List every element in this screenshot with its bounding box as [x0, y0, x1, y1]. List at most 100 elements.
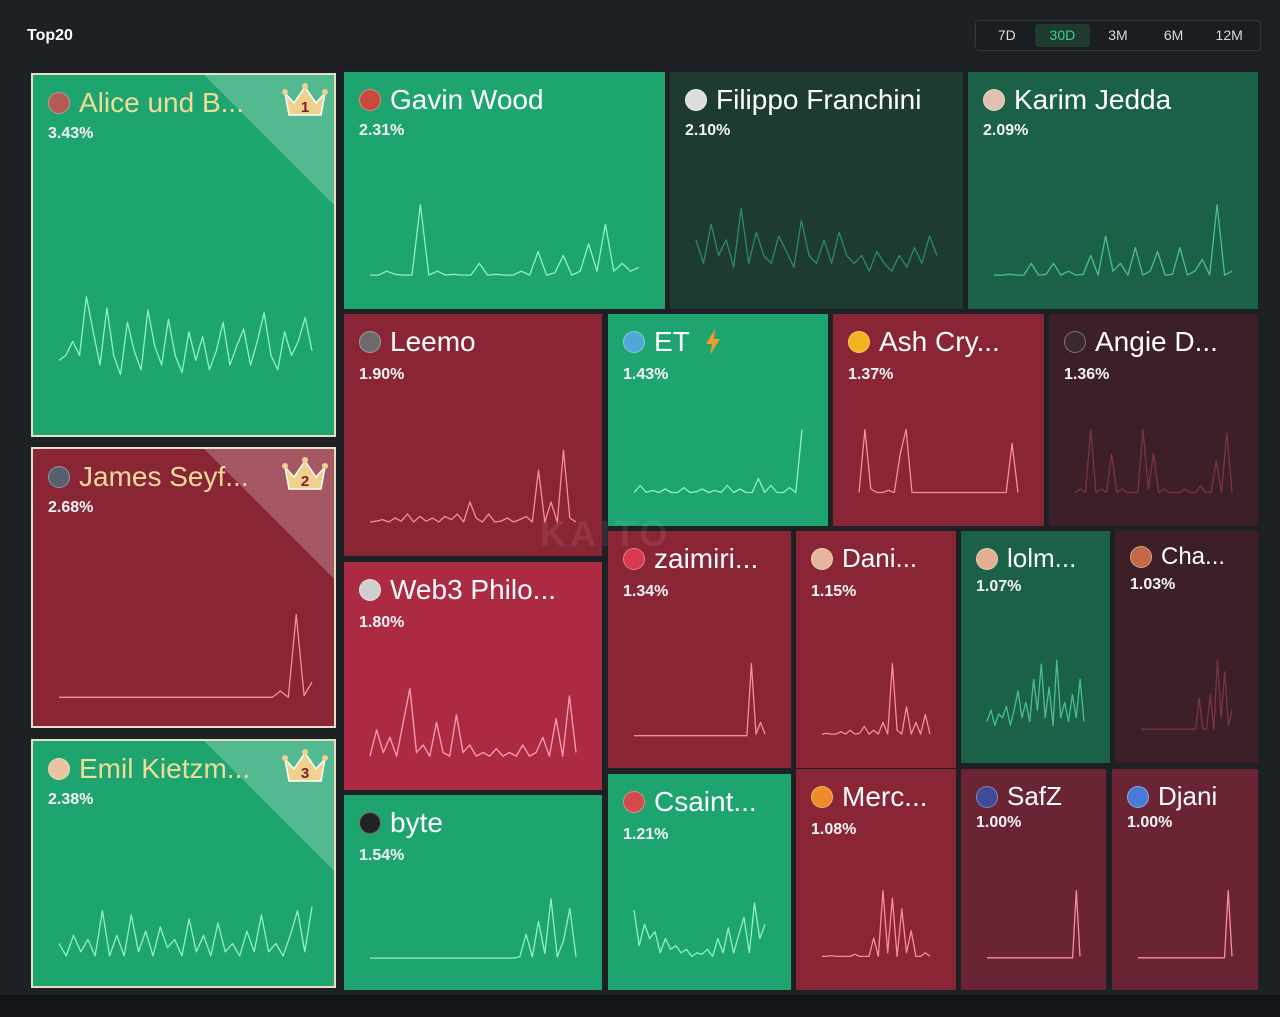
- tile-name: Emil Kietzm...: [79, 753, 251, 784]
- sparkline-path: [822, 890, 931, 958]
- tab-3m[interactable]: 3M: [1108, 27, 1128, 43]
- tile-name: SafZ: [1007, 781, 1062, 811]
- crown-icon: 1: [282, 83, 328, 116]
- avatar: [848, 331, 870, 353]
- sparkline-path: [369, 449, 577, 523]
- sparkline-path: [633, 429, 803, 494]
- tile-percent: 1.21%: [623, 826, 669, 843]
- avatar: [48, 92, 70, 114]
- tile-percent: 2.38%: [48, 791, 94, 808]
- tile-byte[interactable]: byte 1.54%: [344, 795, 602, 990]
- sparkline-path: [633, 902, 766, 958]
- tile-header: Cha...: [1130, 543, 1225, 571]
- avatar: [359, 89, 381, 111]
- tile-percent: 1.15%: [811, 583, 857, 600]
- tile-header: Djani: [1127, 781, 1217, 812]
- tile-web3-philo[interactable]: Web3 Philo... 1.80%: [344, 562, 602, 790]
- sparkline-path: [370, 898, 577, 959]
- tile-alice-und-b[interactable]: Alice und B... 3.43% 1: [31, 73, 336, 437]
- tile-header: Gavin Wood: [359, 84, 544, 116]
- tile-leemo[interactable]: Leemo 1.90%: [344, 314, 602, 556]
- tile-name: Gavin Wood: [390, 84, 544, 115]
- tile-name: Web3 Philo...: [390, 574, 557, 605]
- tile-james-seyf[interactable]: James Seyf... 2.68% 2: [31, 447, 336, 728]
- watermark-logo: KAITO: [540, 513, 672, 554]
- sparkline-path: [58, 295, 313, 376]
- avatar: [976, 547, 998, 570]
- tile-header: Dani...: [811, 543, 917, 574]
- tile-percent: 1.43%: [623, 366, 669, 383]
- tile-header: Angie D...: [1064, 326, 1218, 358]
- crown-icon: 3: [282, 749, 328, 782]
- tile-percent: 1.54%: [359, 847, 405, 864]
- tile-emil-kietzm[interactable]: Emil Kietzm... 2.38% 3: [31, 739, 336, 988]
- tile-djani[interactable]: Djani 1.00%: [1112, 769, 1258, 990]
- avatar: [48, 466, 70, 488]
- tile-name: Merc...: [842, 781, 928, 812]
- tile-name: Csaint...: [654, 786, 757, 817]
- tile-percent: 2.31%: [359, 122, 405, 139]
- tile-percent: 1.08%: [811, 821, 857, 838]
- avatar: [811, 786, 833, 808]
- bottom-bar: [0, 995, 1280, 1017]
- tile-name: ET: [654, 326, 690, 357]
- tile-percent: 2.09%: [983, 122, 1029, 139]
- tile-percent: 1.00%: [1127, 814, 1173, 831]
- tile-name: Cha...: [1161, 543, 1226, 570]
- tile-percent: 1.80%: [359, 614, 405, 631]
- tab-12m[interactable]: 12M: [1215, 27, 1243, 43]
- sparkline-path: [1138, 890, 1233, 959]
- tile-safz[interactable]: SafZ 1.00%: [961, 769, 1106, 990]
- tile-name: zaimiri...: [654, 543, 759, 574]
- time-range-tabs: 7D 30D 3M 6M 12M: [975, 20, 1261, 51]
- lightning-bolt-icon: [705, 329, 720, 355]
- tab-6m[interactable]: 6M: [1163, 27, 1184, 43]
- sparkline-path: [369, 687, 577, 757]
- tile-name: Ash Cry...: [879, 326, 1000, 357]
- avatar: [359, 331, 381, 353]
- tile-header: James Seyf...: [48, 461, 249, 493]
- tile-header: Alice und B...: [48, 87, 244, 119]
- tile-percent: 1.37%: [848, 366, 894, 383]
- avatar: [811, 547, 833, 570]
- tile-csaint[interactable]: Csaint... 1.21%: [608, 774, 791, 990]
- tile-gavin-wood[interactable]: Gavin Wood 2.31%: [344, 72, 665, 309]
- tile-dani[interactable]: Dani... 1.15%: [796, 531, 956, 768]
- tile-ash-cry[interactable]: Ash Cry... 1.37%: [833, 314, 1044, 526]
- page-title: Top20: [27, 27, 73, 44]
- tile-header: Karim Jedda: [983, 84, 1171, 116]
- tile-karim-jedda[interactable]: Karim Jedda 2.09%: [968, 72, 1258, 309]
- tile-percent: 1.07%: [976, 578, 1022, 595]
- tab-30d[interactable]: 30D: [1034, 24, 1091, 47]
- tile-name: lolm...: [1007, 543, 1077, 573]
- avatar: [1127, 785, 1149, 808]
- avatar: [623, 331, 645, 353]
- sparkline-path: [1141, 659, 1233, 730]
- tile-percent: 1.36%: [1064, 366, 1110, 383]
- tile-percent: 3.43%: [48, 125, 94, 142]
- sparkline-path: [695, 207, 938, 272]
- tile-header: Emil Kietzm...: [48, 753, 250, 785]
- tile-merc[interactable]: Merc... 1.08%: [796, 769, 956, 990]
- sparkline-path: [1074, 428, 1233, 494]
- tile-name: Djani: [1158, 781, 1218, 811]
- tile-et[interactable]: ET 1.43%: [608, 314, 828, 526]
- tile-zaimiri[interactable]: zaimiri... 1.34%: [608, 531, 791, 768]
- tile-lolm[interactable]: lolm... 1.07%: [961, 531, 1110, 763]
- tile-header: Csaint...: [623, 786, 757, 818]
- sparkline-path: [59, 613, 313, 698]
- tile-angie-d[interactable]: Angie D... 1.36%: [1049, 314, 1258, 526]
- crown-icon: 2: [282, 457, 328, 490]
- tile-percent: 1.00%: [976, 814, 1022, 831]
- avatar: [359, 812, 381, 834]
- avatar: [685, 89, 707, 111]
- avatar: [623, 791, 645, 813]
- tile-filippo-franchini[interactable]: Filippo Franchini 2.10%: [670, 72, 963, 309]
- tab-7d[interactable]: 7D: [997, 27, 1016, 43]
- tile-header: Ash Cry...: [848, 326, 1000, 358]
- tile-percent: 2.10%: [685, 122, 731, 139]
- tile-header: Merc...: [811, 781, 928, 813]
- avatar: [1130, 546, 1152, 568]
- sparkline-path: [634, 663, 766, 737]
- tile-cha[interactable]: Cha... 1.03%: [1115, 531, 1258, 763]
